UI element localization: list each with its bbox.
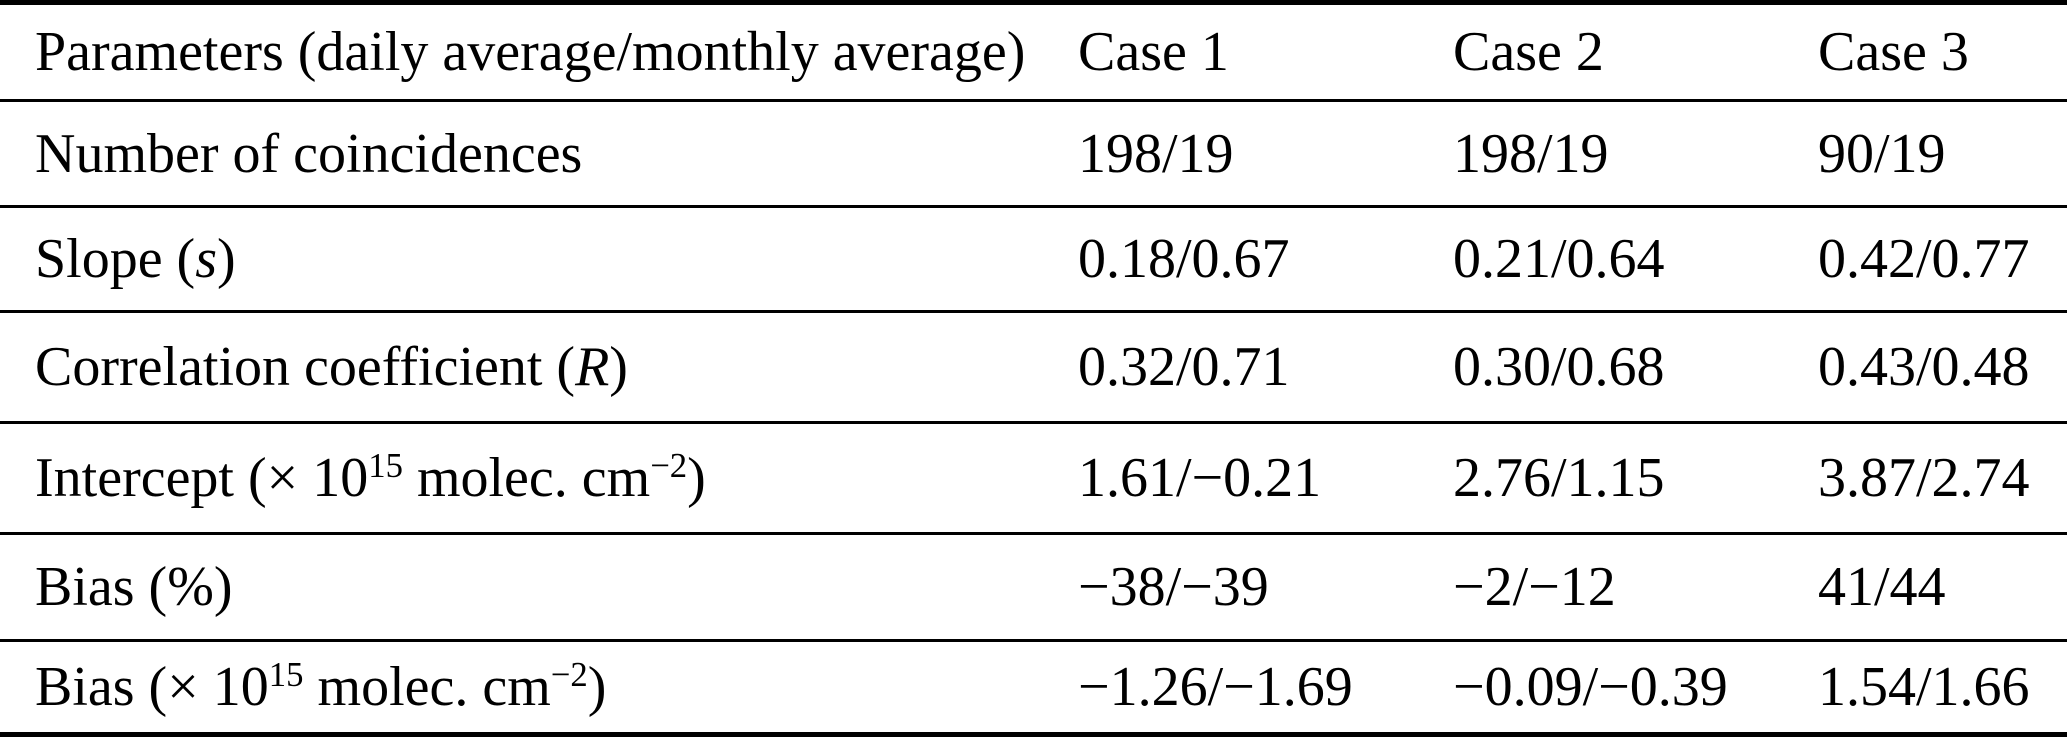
row-label: Intercept (× 1015 molec. cm−2) bbox=[0, 423, 1043, 534]
value-case-3: 3.87/2.74 bbox=[1818, 447, 2030, 509]
label-text: ) bbox=[609, 336, 628, 398]
label-text: ) bbox=[687, 447, 706, 509]
value-case-1: 0.18/0.67 bbox=[1078, 228, 1290, 290]
label-text: Bias (%) bbox=[35, 556, 233, 618]
value-case-3: 1.54/1.66 bbox=[1818, 656, 2030, 718]
row-label: Bias (%) bbox=[0, 534, 1043, 641]
row-label: Correlation coefficient (R) bbox=[0, 312, 1043, 423]
label-text: Bias (× 10 bbox=[35, 656, 269, 718]
value-case-3: 0.43/0.48 bbox=[1818, 336, 2030, 398]
table-row: Correlation coefficient (R) 0.32/0.71 0.30… bbox=[0, 312, 2067, 423]
value-case-1: 0.32/0.71 bbox=[1078, 336, 1290, 398]
label-text: ) bbox=[217, 228, 236, 290]
value-case-1: −1.26/−1.69 bbox=[1078, 656, 1353, 718]
label-text: Intercept (× 10 bbox=[35, 447, 369, 509]
value-case-2: 0.21/0.64 bbox=[1453, 228, 1665, 290]
superscript: −2 bbox=[650, 445, 688, 485]
header-case-3: Case 3 bbox=[1818, 21, 1969, 83]
variable-symbol: R bbox=[575, 336, 610, 398]
value-case-1: −38/−39 bbox=[1078, 556, 1269, 618]
row-label: Slope (s) bbox=[0, 207, 1043, 312]
table-row: Number of coincidences 198/19 198/19 90/19 bbox=[0, 101, 2067, 207]
table-row: Bias (%) −38/−39 −2/−12 41/44 bbox=[0, 534, 2067, 641]
table-row: Slope (s) 0.18/0.67 0.21/0.64 0.42/0.77 bbox=[0, 207, 2067, 312]
label-text: Slope ( bbox=[35, 228, 196, 290]
value-case-1: 198/19 bbox=[1078, 122, 1234, 185]
row-label: Number of coincidences bbox=[0, 101, 1043, 207]
label-text: Correlation coefficient ( bbox=[35, 336, 576, 398]
value-case-2: 2.76/1.15 bbox=[1453, 447, 1665, 509]
table-row: Intercept (× 1015 molec. cm−2) 1.61/−0.21… bbox=[0, 423, 2067, 534]
value-case-3: 41/44 bbox=[1818, 556, 1946, 618]
row-label: Bias (× 1015 molec. cm−2) bbox=[0, 641, 1043, 735]
table-row: Bias (× 1015 molec. cm−2) −1.26/−1.69 −0.0… bbox=[0, 641, 2067, 735]
value-case-2: 198/19 bbox=[1453, 122, 1609, 185]
superscript: 15 bbox=[368, 445, 403, 485]
variable-symbol: s bbox=[195, 228, 218, 290]
value-case-1: 1.61/−0.21 bbox=[1078, 447, 1322, 509]
label-text: molec. cm bbox=[402, 447, 651, 509]
header-parameters: Parameters (daily average/monthly averag… bbox=[35, 21, 1026, 83]
header-case-1: Case 1 bbox=[1078, 21, 1229, 83]
value-case-3: 90/19 bbox=[1818, 122, 1946, 185]
label-text: molec. cm bbox=[303, 656, 551, 718]
label-text: ) bbox=[587, 656, 607, 718]
label-text: Number of coincidences bbox=[35, 122, 583, 185]
value-case-2: −0.09/−0.39 bbox=[1453, 656, 1728, 718]
superscript: 15 bbox=[268, 654, 304, 694]
value-case-2: −2/−12 bbox=[1453, 556, 1616, 618]
header-case-2: Case 2 bbox=[1453, 21, 1604, 83]
superscript: −2 bbox=[550, 654, 588, 694]
value-case-2: 0.30/0.68 bbox=[1453, 336, 1665, 398]
table-header-row: Parameters (daily average/monthly averag… bbox=[0, 3, 2067, 101]
value-case-3: 0.42/0.77 bbox=[1818, 228, 2030, 290]
